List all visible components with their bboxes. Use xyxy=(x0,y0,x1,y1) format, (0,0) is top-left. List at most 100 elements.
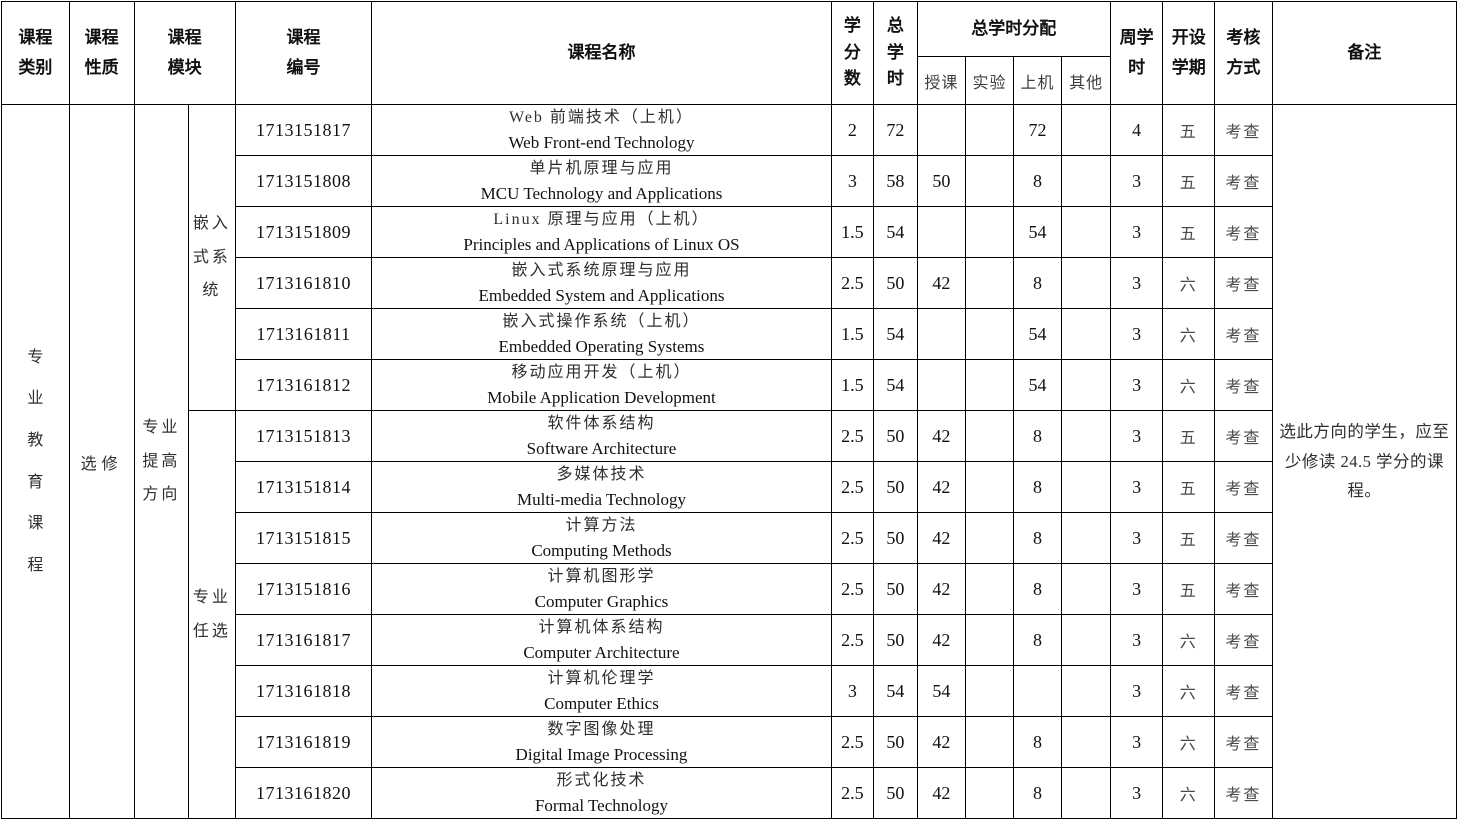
weekly-hours-cell: 3 xyxy=(1109,155,1164,207)
experiment-hours-cell xyxy=(965,563,1014,615)
course-row: 专业教育课程 选修 专业提高方向 嵌入式系统 1713151817 Web 前端技术（上机… xyxy=(1,104,1458,819)
experiment-hours-cell xyxy=(965,104,1014,156)
experiment-hours-cell xyxy=(965,257,1014,309)
computer-hours-cell: 8 xyxy=(1012,512,1063,564)
assessment-cell: 考查 xyxy=(1214,716,1273,768)
assessment-cell: 考查 xyxy=(1214,461,1273,513)
header-semester: 开设学期 xyxy=(1162,1,1216,105)
semester-cell: 五 xyxy=(1162,410,1216,462)
lecture-hours-cell: 42 xyxy=(916,767,967,819)
course-name-chinese: Linux 原理与应用（上机） xyxy=(493,210,710,228)
course-name-chinese: 计算机体系结构 xyxy=(538,618,665,636)
header-total-hours: 总学时 xyxy=(873,1,918,105)
lecture-hours-cell: 42 xyxy=(916,410,967,462)
credits-cell: 3 xyxy=(830,665,875,717)
other-hours-cell xyxy=(1061,206,1111,258)
course-number-cell: 1713161819 xyxy=(234,716,373,768)
semester-cell: 五 xyxy=(1162,512,1216,564)
course-name-english: Mobile Application Development xyxy=(487,387,716,407)
course-name-chinese: 计算机伦理学 xyxy=(547,669,656,687)
header-credits: 学分数 xyxy=(830,1,875,105)
weekly-hours-cell: 3 xyxy=(1109,257,1164,309)
experiment-hours-cell xyxy=(965,359,1014,411)
course-row: 1713151808 单片机原理与应用 MCU Technology and App… xyxy=(2,155,1457,207)
course-name-english: Formal Technology xyxy=(534,795,668,815)
weekly-hours-cell: 3 xyxy=(1109,767,1164,819)
course-number-cell: 1713161812 xyxy=(234,359,373,411)
course-row: 1713161812 移动应用开发（上机） Mobile Application D… xyxy=(2,359,1457,411)
assessment-cell: 考查 xyxy=(1214,410,1273,462)
course-name-english: Software Architecture xyxy=(526,438,677,458)
course-name-english: Embedded Operating Systems xyxy=(498,336,705,356)
computer-hours-cell: 54 xyxy=(1012,359,1063,411)
semester-cell: 六 xyxy=(1162,359,1216,411)
weekly-hours-cell: 3 xyxy=(1109,512,1164,564)
semester-cell: 五 xyxy=(1162,206,1216,258)
other-hours-cell xyxy=(1061,461,1111,513)
total-hours-cell: 50 xyxy=(873,767,918,819)
credits-cell: 2.5 xyxy=(830,257,875,309)
other-hours-cell xyxy=(1061,104,1111,156)
course-number-cell: 1713161810 xyxy=(234,257,373,309)
course-name-cell: 移动应用开发（上机） Mobile Application Development xyxy=(371,359,832,411)
computer-hours-cell: 54 xyxy=(1012,308,1063,360)
course-name-cell: 计算方法 Computing Methods xyxy=(371,512,832,564)
course-name-english: Computing Methods xyxy=(531,540,672,560)
course-name-english: Computer Architecture xyxy=(523,642,680,662)
course-name-english: Computer Ethics xyxy=(544,693,659,713)
experiment-hours-cell xyxy=(965,155,1014,207)
assessment-cell: 考查 xyxy=(1214,155,1273,207)
course-name-cell: Linux 原理与应用（上机） Principles and Applicatio… xyxy=(371,206,832,258)
semester-cell: 六 xyxy=(1162,257,1216,309)
total-hours-cell: 50 xyxy=(873,461,918,513)
credits-cell: 2.5 xyxy=(830,410,875,462)
computer-hours-cell: 8 xyxy=(1012,155,1063,207)
lecture-hours-cell: 42 xyxy=(916,614,967,666)
total-hours-cell: 50 xyxy=(873,614,918,666)
module-embedded-systems-cell: 嵌入式系统 xyxy=(188,104,236,411)
course-name-chinese: 嵌入式操作系统（上机） xyxy=(502,312,701,330)
header-sub-computer: 上机 xyxy=(1012,56,1063,105)
course-row: 专业任选 1713151813 软件体系结构 Software Architectur… xyxy=(2,410,1457,819)
semester-cell: 六 xyxy=(1162,614,1216,666)
assessment-cell: 考查 xyxy=(1214,614,1273,666)
assessment-cell: 考查 xyxy=(1214,665,1273,717)
weekly-hours-cell: 3 xyxy=(1109,665,1164,717)
assessment-cell: 考查 xyxy=(1214,257,1273,309)
total-hours-cell: 50 xyxy=(873,410,918,462)
total-hours-cell: 54 xyxy=(873,308,918,360)
remarks-cell: 选此方向的学生，应至少修读 24.5 学分的课程。 xyxy=(1271,104,1458,819)
other-hours-cell xyxy=(1061,563,1111,615)
assessment-cell: 考查 xyxy=(1214,512,1273,564)
course-row: 1713151816 计算机图形学 Computer Graphics 2.5 50 42… xyxy=(2,563,1457,615)
course-number-cell: 1713161820 xyxy=(234,767,373,819)
total-hours-cell: 72 xyxy=(873,104,918,156)
other-hours-cell xyxy=(1061,410,1111,462)
header-course-no: 课程编号 xyxy=(234,1,373,105)
header-sub-other: 其他 xyxy=(1061,56,1111,105)
weekly-hours-cell: 3 xyxy=(1109,716,1164,768)
total-hours-cell: 50 xyxy=(873,563,918,615)
course-number-cell: 1713151813 xyxy=(234,410,373,462)
total-hours-cell: 54 xyxy=(873,206,918,258)
nature-cell: 选修 xyxy=(68,104,135,819)
course-row: 1713161819 数字图像处理 Digital Image Processing… xyxy=(2,716,1457,768)
course-number-cell: 1713161811 xyxy=(234,308,373,360)
credits-cell: 2 xyxy=(830,104,875,156)
header-nature: 课程性质 xyxy=(68,1,135,105)
header-sub-experiment: 实验 xyxy=(965,56,1014,105)
course-name-chinese: Web 前端技术（上机） xyxy=(509,108,694,126)
semester-cell: 五 xyxy=(1162,155,1216,207)
lecture-hours-cell: 42 xyxy=(916,461,967,513)
course-row: 1713161811 嵌入式操作系统（上机） Embedded Operating … xyxy=(2,308,1457,360)
course-number-cell: 1713151808 xyxy=(234,155,373,207)
experiment-hours-cell xyxy=(965,410,1014,462)
credits-cell: 2.5 xyxy=(830,716,875,768)
other-hours-cell xyxy=(1061,665,1111,717)
computer-hours-cell: 8 xyxy=(1012,410,1063,462)
course-row: 1713151815 计算方法 Computing Methods 2.5 50 42 8 3… xyxy=(2,512,1457,564)
weekly-hours-cell: 3 xyxy=(1109,461,1164,513)
assessment-cell: 考查 xyxy=(1214,104,1273,156)
lecture-hours-cell: 50 xyxy=(916,155,967,207)
lecture-hours-cell: 42 xyxy=(916,257,967,309)
